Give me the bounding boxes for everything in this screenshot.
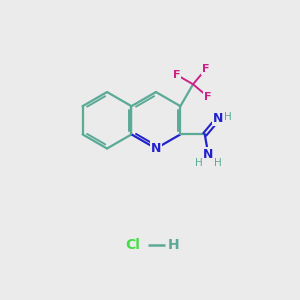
Text: H: H: [195, 158, 203, 168]
Text: Cl: Cl: [125, 238, 140, 252]
Text: F: F: [172, 70, 180, 80]
Text: F: F: [204, 92, 212, 102]
Text: H: H: [167, 238, 179, 252]
Text: N: N: [151, 142, 161, 155]
Text: N: N: [213, 112, 224, 124]
Text: H: H: [224, 112, 231, 122]
Text: F: F: [202, 64, 209, 74]
Text: H: H: [214, 158, 222, 168]
Text: N: N: [203, 148, 214, 161]
